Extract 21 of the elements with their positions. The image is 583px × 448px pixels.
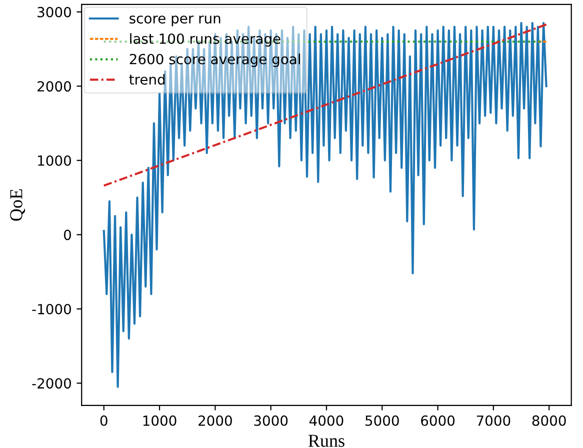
x-tick-label: 5000 xyxy=(366,415,399,426)
legend-label: trend xyxy=(129,74,165,85)
x-tick-label: 4000 xyxy=(309,415,344,426)
y-tick-label: 1000 xyxy=(38,155,71,166)
y-tick-label: -1000 xyxy=(32,304,71,314)
y-tick-label: 2000 xyxy=(38,81,71,92)
y-tick-label: -2000 xyxy=(32,378,71,389)
x-axis-title: Runs xyxy=(308,434,344,447)
y-axis-title: QoE xyxy=(10,189,26,221)
x-tick-label: 0 xyxy=(100,415,108,426)
x-tick-label: 3000 xyxy=(254,415,288,426)
x-tick-label: 2000 xyxy=(198,415,232,426)
y-tick-label: 0 xyxy=(64,230,71,240)
x-tick-label: 6000 xyxy=(421,415,455,426)
legend-label: last 100 runs average xyxy=(130,33,280,47)
legend-label: score per run xyxy=(130,16,220,26)
y-tick-label: 3000 xyxy=(38,6,71,18)
x-tick-label: 7000 xyxy=(476,415,510,426)
x-tick-label: 8000 xyxy=(532,415,566,426)
legend-label: 2600 score average goal xyxy=(130,54,300,68)
x-tick-label: 1000 xyxy=(143,415,176,426)
